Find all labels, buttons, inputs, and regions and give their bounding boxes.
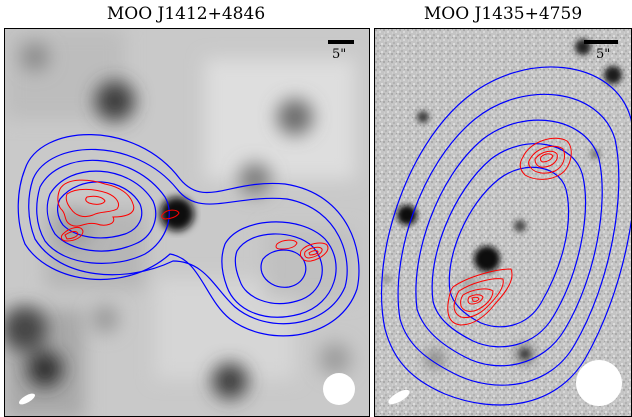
right-panel-title: MOO J1435+4759 [423,4,583,24]
right-galaxies [383,39,622,359]
right-faint-galaxies [425,277,534,369]
left-red-contours [57,179,329,262]
left-panel-title: MOO J1412+4846 [106,4,266,24]
left-bright-galaxy [160,197,194,231]
left-sky-mottle [5,29,355,416]
left-image-svg [5,29,369,416]
left-galaxies [5,43,351,399]
right-scale-label: 5" [596,47,611,62]
right-beam-small [388,389,410,405]
left-beam-small [19,393,35,405]
left-image-panel: 5" [4,28,370,417]
right-blue-contours [380,66,631,406]
right-sky-background [375,29,631,416]
right-image-svg [375,29,631,416]
right-beam-large [576,360,622,406]
right-image-panel: 5" [374,28,632,417]
left-blue-contours [17,134,360,337]
left-scale-label: 5" [332,47,347,62]
left-beam-large [323,373,355,405]
right-red-contours [447,137,572,326]
